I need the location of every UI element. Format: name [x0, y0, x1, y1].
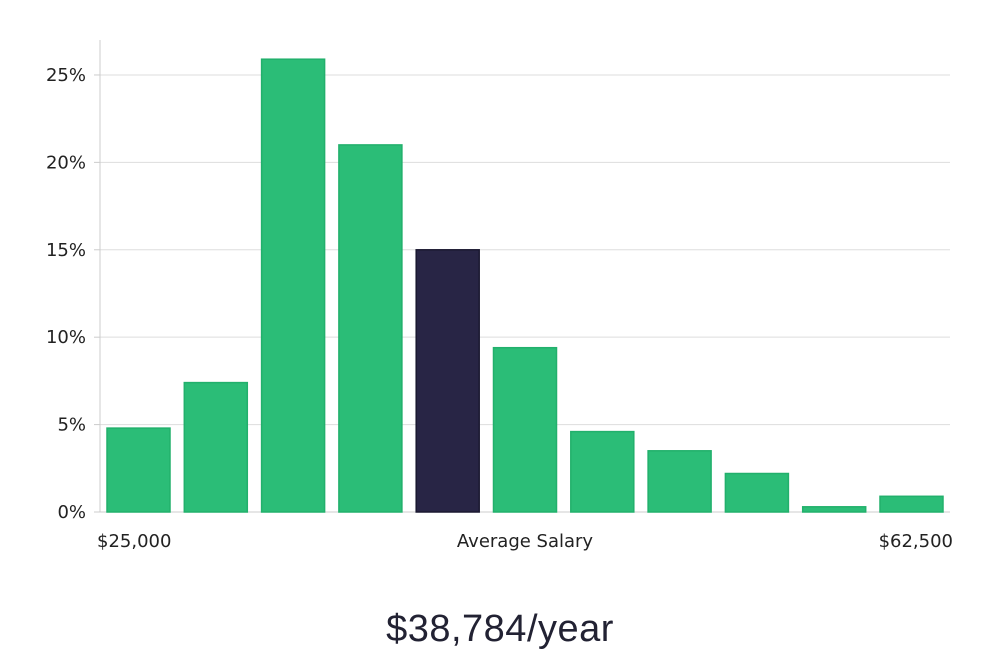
bar [106, 427, 171, 513]
y-tick-label: 20% [46, 152, 86, 173]
average-salary-value: $38,784/year [386, 608, 614, 650]
bars [106, 58, 944, 513]
bar-average-bin [415, 249, 480, 513]
salary-histogram: 0%5%10%15%20%25% $25,000 Average Salary … [46, 40, 953, 552]
bar [183, 381, 249, 513]
y-tick-labels: 0% 5% 10% 15% 20% 25% [46, 65, 86, 523]
bar [338, 144, 403, 513]
bar [879, 495, 944, 513]
bar [801, 506, 867, 513]
y-tick-label: 0% [57, 502, 86, 523]
y-tick-label: 5% [57, 415, 86, 436]
bar [724, 472, 790, 513]
x-label-max: $62,500 [879, 531, 953, 552]
y-tick-label: 25% [46, 65, 86, 86]
bar [260, 58, 326, 513]
x-label-min: $25,000 [97, 531, 171, 552]
x-label-average: Average Salary [457, 531, 594, 552]
y-tick-label: 15% [46, 240, 86, 261]
bar [570, 430, 635, 513]
bar [647, 450, 712, 513]
y-tick-label: 10% [46, 327, 86, 348]
bar [492, 346, 558, 513]
gridlines [100, 74, 950, 426]
